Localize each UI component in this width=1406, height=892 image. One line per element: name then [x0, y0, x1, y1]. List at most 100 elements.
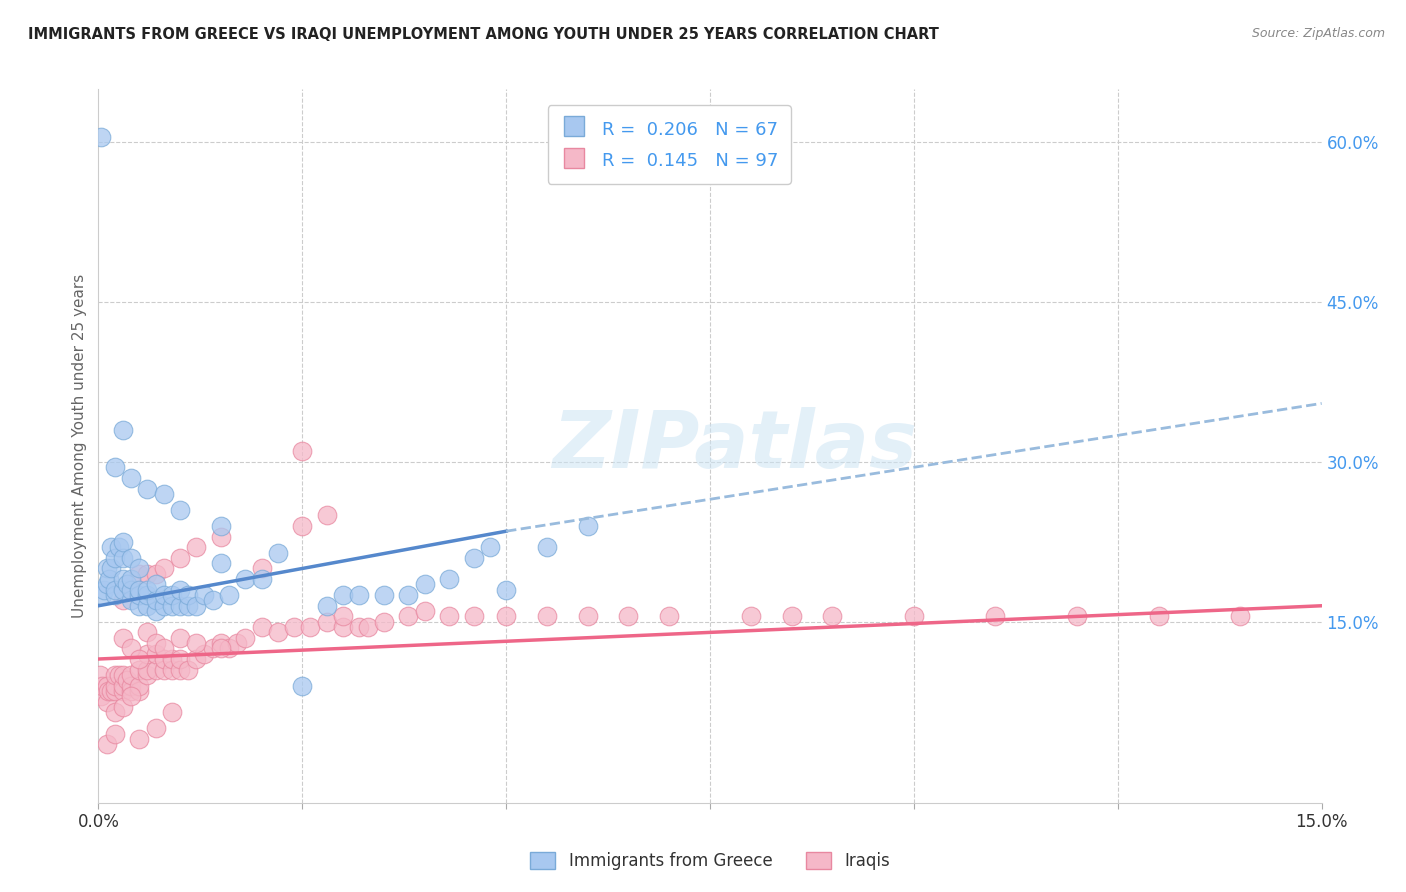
Point	[120, 550, 142, 565]
Point	[463, 609, 485, 624]
Point	[617, 609, 640, 624]
Point	[90, 690, 112, 704]
Point	[111, 572, 134, 586]
Point	[90, 130, 112, 145]
Point	[136, 625, 159, 640]
Point	[136, 482, 159, 496]
Point	[136, 599, 159, 613]
Point	[128, 663, 150, 677]
Point	[115, 577, 138, 591]
Point	[120, 684, 142, 698]
Point	[193, 588, 215, 602]
Point	[233, 631, 256, 645]
Point	[373, 588, 395, 602]
Point	[128, 582, 150, 597]
Point	[209, 519, 232, 533]
Point	[291, 444, 314, 458]
Point	[169, 599, 191, 613]
Point	[201, 641, 224, 656]
Point	[100, 540, 122, 554]
Point	[104, 588, 127, 602]
Point	[136, 663, 159, 677]
Point	[145, 663, 167, 677]
Point	[201, 593, 224, 607]
Point	[97, 684, 120, 698]
Point	[136, 582, 159, 597]
Point	[291, 679, 314, 693]
Point	[413, 604, 436, 618]
Point	[160, 588, 183, 602]
Point	[169, 663, 191, 677]
Point	[152, 588, 174, 602]
Point	[332, 609, 354, 624]
Point	[152, 652, 174, 666]
Text: IMMIGRANTS FROM GREECE VS IRAQI UNEMPLOYMENT AMONG YOUTH UNDER 25 YEARS CORRELAT: IMMIGRANTS FROM GREECE VS IRAQI UNEMPLOY…	[28, 27, 939, 42]
Point	[96, 577, 118, 591]
Point	[267, 625, 290, 640]
Point	[218, 588, 240, 602]
Point	[104, 460, 127, 475]
Point	[96, 679, 118, 693]
Point	[89, 668, 111, 682]
Point	[160, 663, 183, 677]
Point	[128, 652, 150, 666]
Point	[437, 609, 460, 624]
Point	[128, 588, 150, 602]
Point	[145, 566, 167, 581]
Point	[128, 599, 150, 613]
Point	[250, 561, 273, 575]
Point	[104, 679, 127, 693]
Point	[145, 647, 167, 661]
Point	[136, 647, 159, 661]
Point	[209, 641, 232, 656]
Point	[120, 471, 142, 485]
Point	[145, 577, 167, 591]
Point	[111, 550, 134, 565]
Point	[96, 737, 118, 751]
Point	[396, 588, 419, 602]
Point	[128, 561, 150, 575]
Point	[136, 668, 159, 682]
Point	[120, 668, 142, 682]
Point	[283, 620, 305, 634]
Point	[100, 684, 122, 698]
Point	[120, 582, 142, 597]
Point	[349, 620, 371, 634]
Point	[160, 706, 183, 720]
Point	[128, 684, 150, 698]
Point	[233, 572, 256, 586]
Point	[356, 620, 378, 634]
Point	[120, 572, 142, 586]
Point	[903, 609, 925, 624]
Point	[291, 519, 314, 533]
Point	[169, 582, 191, 597]
Point	[96, 695, 118, 709]
Point	[160, 599, 183, 613]
Point	[104, 668, 127, 682]
Point	[98, 572, 121, 586]
Point	[136, 566, 159, 581]
Point	[104, 726, 127, 740]
Point	[120, 593, 142, 607]
Point	[120, 582, 142, 597]
Point	[218, 641, 240, 656]
Point	[209, 636, 232, 650]
Text: ZIPatlas: ZIPatlas	[553, 407, 917, 485]
Point	[111, 582, 134, 597]
Point	[145, 593, 167, 607]
Point	[209, 556, 232, 570]
Point	[315, 615, 337, 629]
Point	[315, 599, 337, 613]
Point	[120, 679, 142, 693]
Point	[152, 641, 174, 656]
Y-axis label: Unemployment Among Youth under 25 years: Unemployment Among Youth under 25 years	[72, 274, 87, 618]
Point	[1066, 609, 1088, 624]
Point	[186, 599, 208, 613]
Point	[821, 609, 844, 624]
Point	[108, 540, 131, 554]
Point	[495, 609, 517, 624]
Point	[111, 631, 134, 645]
Point	[108, 668, 131, 682]
Point	[120, 641, 142, 656]
Point	[169, 550, 191, 565]
